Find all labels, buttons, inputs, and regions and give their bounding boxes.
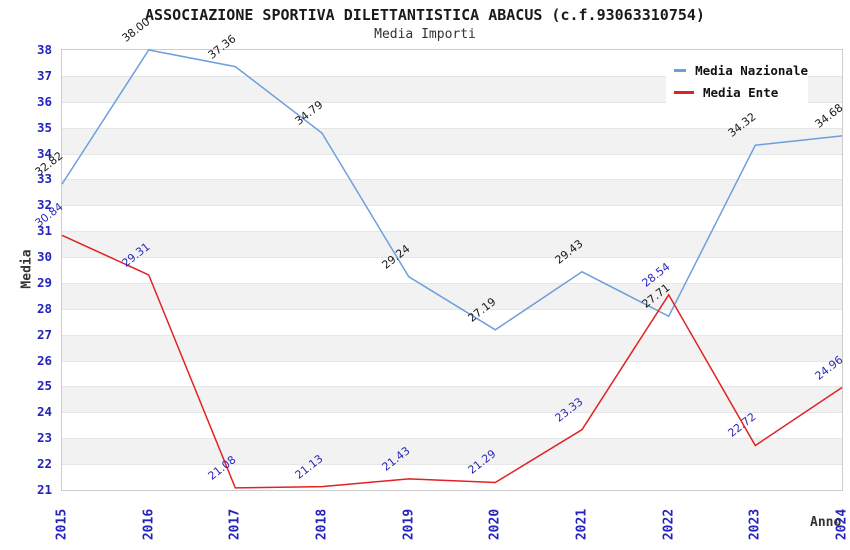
gridline (62, 127, 842, 129)
y-tick-label: 31 (36, 223, 52, 239)
grid-band (62, 438, 842, 465)
grid-band (62, 282, 842, 309)
y-tick-label: 21 (36, 482, 52, 497)
legend: Media Nazionale Media Ente (666, 58, 808, 104)
x-tick-label: 2017 (227, 508, 243, 541)
gridline (62, 464, 842, 466)
gridline (62, 334, 842, 336)
gridline (62, 412, 842, 414)
y-tick-label: 36 (36, 93, 52, 109)
grid-band (62, 231, 842, 258)
legend-item-media-nazionale: Media Nazionale (674, 63, 808, 78)
y-tick-label: 37 (36, 67, 52, 83)
x-tick-label: 2021 (574, 508, 590, 541)
gridline (62, 360, 842, 362)
y-tick-label: 26 (36, 352, 52, 368)
gridline (62, 153, 842, 155)
gridline (62, 308, 842, 310)
plot-area: 32.82 38.00 37.36 34.79 29.24 27.19 29.43 27.71… (33, 15, 845, 491)
series-lines (61, 49, 843, 489)
chart-subtitle: Media Importi (374, 27, 476, 42)
legend-label: Media Nazionale (695, 62, 808, 78)
series-line-media-ente (61, 234, 843, 489)
legend-label: Media Ente (703, 84, 779, 100)
y-tick-label: 27 (36, 326, 52, 342)
gridline (62, 205, 842, 207)
gridline (62, 179, 842, 181)
y-axis-title: Media (19, 249, 35, 289)
grid-band (62, 386, 842, 413)
grid-band (62, 179, 842, 206)
y-tick-label: 25 (36, 378, 52, 394)
gridline (62, 101, 842, 103)
x-tick-label: 2019 (401, 508, 417, 541)
x-tick-label: 2022 (661, 508, 677, 541)
gridline (62, 438, 842, 440)
gridline (62, 282, 842, 284)
y-tick-label: 30 (36, 249, 52, 265)
y-tick-label: 23 (36, 430, 52, 446)
y-tick-label: 38 (36, 42, 52, 57)
x-tick-label: 2018 (314, 508, 330, 541)
y-tick-label: 34 (36, 145, 52, 161)
y-tick-label: 32 (36, 197, 52, 213)
media-nazionale-line-swatch-icon (674, 68, 687, 72)
series-line-media-nazionale (61, 49, 843, 331)
gridline (62, 257, 842, 259)
y-tick-label: 28 (36, 300, 52, 316)
x-axis-title: Anno (810, 515, 842, 530)
y-tick-label: 29 (36, 274, 52, 290)
x-tick-label: 2016 (141, 508, 157, 541)
gridline (62, 231, 842, 233)
x-tick-label: 2023 (747, 508, 763, 541)
gridline (62, 386, 842, 388)
gridline (62, 75, 842, 77)
x-tick-label: 2020 (487, 508, 503, 541)
y-tick-label: 35 (36, 119, 52, 135)
grid-band (62, 334, 842, 361)
legend-item-media-ente: Media Ente (674, 85, 808, 100)
y-tick-label: 24 (36, 404, 52, 420)
media-ente-line-swatch-icon (674, 90, 694, 94)
x-tick-label: 2015 (54, 508, 70, 541)
grid-band (62, 127, 842, 154)
y-tick-label: 33 (36, 171, 52, 187)
chart-title: ASSOCIAZIONE SPORTIVA DILETTANTISTICA AB… (145, 6, 705, 24)
y-tick-label: 22 (36, 456, 52, 472)
